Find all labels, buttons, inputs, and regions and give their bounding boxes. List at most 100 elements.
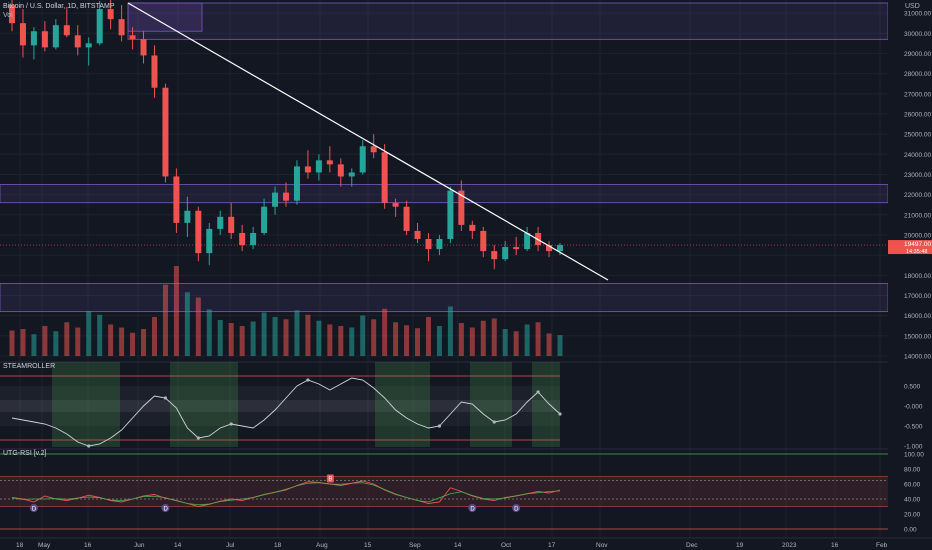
price-tick: 31000.00	[904, 11, 931, 18]
volume-bar	[469, 327, 475, 356]
volume-label: Vol	[3, 12, 13, 19]
steamroller-dot	[163, 396, 168, 400]
candle-body	[491, 251, 498, 260]
candle-body	[195, 210, 202, 254]
volume-bar	[327, 324, 333, 356]
time-label: 16	[831, 542, 839, 549]
steamroller-green-zone	[52, 362, 120, 447]
candle-body	[261, 206, 268, 233]
rsi-marker-label: D	[32, 507, 37, 513]
price-tick: 29000.00	[904, 51, 931, 58]
supply-zone-mid	[0, 184, 889, 204]
volume-bar	[305, 314, 311, 356]
steamroller-tick: -0.000	[904, 404, 923, 411]
grid-lines	[0, 0, 888, 538]
candle-body	[184, 210, 191, 223]
rsi-tick: 40.00	[904, 497, 921, 504]
demand-zone	[0, 282, 889, 313]
price-tick: 28000.00	[904, 71, 931, 78]
price-axis-bg	[888, 0, 932, 538]
countdown-value: 14:35:48	[906, 249, 927, 255]
steamroller-green-zone	[532, 362, 560, 447]
time-label: Dec	[686, 542, 698, 549]
candle-body	[370, 146, 377, 153]
rsi-tick: 0.00	[904, 527, 917, 534]
volume-bar	[53, 331, 59, 356]
volume-bar	[228, 323, 234, 356]
price-tick: 30000.00	[904, 31, 931, 38]
trendline	[127, 2, 609, 281]
volume-bar	[97, 314, 103, 356]
time-label: May	[38, 542, 51, 549]
candle-body	[359, 146, 366, 173]
steamroller-dot	[229, 422, 233, 426]
price-tick: 27000.00	[904, 91, 931, 98]
volume-bar	[250, 321, 256, 356]
steamroller-tick: -0.500	[904, 424, 923, 431]
steamroller-dot	[87, 444, 91, 448]
time-label: 17	[548, 542, 556, 549]
currency-label: USD	[905, 3, 920, 10]
steamroller-core-band	[0, 400, 560, 412]
volume-bar	[458, 323, 464, 356]
steamroller-green-zone	[375, 362, 430, 447]
candle-body	[140, 39, 147, 56]
price-tick: 17000.00	[904, 293, 931, 300]
rsi-band	[0, 476, 888, 507]
price-tick: 18000.00	[904, 273, 931, 280]
candle-body	[381, 152, 388, 203]
candle-body	[513, 247, 520, 250]
volume-bar	[217, 320, 223, 356]
volume-bar	[20, 329, 26, 356]
time-label: 16	[84, 542, 92, 549]
candle-body	[425, 239, 432, 250]
candle-body	[206, 228, 213, 254]
steamroller-green-zone	[470, 362, 512, 447]
volume-bar	[9, 330, 15, 356]
candles	[9, 0, 563, 270]
candle-body	[337, 164, 344, 177]
steamroller-dot	[558, 412, 562, 416]
volume-bar	[425, 317, 431, 356]
time-label: 2023	[782, 542, 797, 549]
volume-bar	[75, 327, 81, 356]
volume-bar	[261, 312, 267, 356]
candle-body	[239, 232, 246, 246]
steamroller-title: STEAMROLLER	[3, 363, 56, 370]
candle-body	[315, 160, 322, 173]
volume-bar	[491, 318, 497, 356]
time-label: Aug	[316, 542, 328, 549]
candle-body	[480, 230, 487, 252]
volume-bar	[316, 320, 322, 356]
volume-bar	[184, 292, 190, 356]
rsi-pane: D D D D B	[0, 448, 888, 530]
volume-bar	[404, 325, 410, 356]
volume-bar	[436, 326, 442, 356]
volume-bar	[130, 332, 136, 356]
rsi-marker	[512, 504, 521, 512]
price-tick: 21000.00	[904, 212, 931, 219]
volume-bar	[480, 320, 486, 356]
rsi-marker	[161, 504, 170, 512]
volume-bar	[64, 322, 70, 356]
rsi-tick: 100.00	[904, 452, 924, 459]
rsi-tick: 20.00	[904, 512, 921, 519]
candle-body	[228, 216, 235, 233]
volume-bar	[151, 317, 157, 356]
candle-body	[304, 166, 311, 173]
time-label: Jul	[226, 542, 235, 549]
time-axis: 18 May 16 Jun 14 Jul 18 Aug 15 Sep 14 Oct 17 Nov Dec 19…	[0, 537, 932, 549]
volume-bar	[283, 319, 289, 356]
candle-body	[41, 31, 48, 48]
supply-zone-origin	[127, 2, 203, 32]
symbol-title: Bitcoin / U.S. Dollar, 1D, BITSTAMP	[3, 3, 115, 10]
rsi-marker	[468, 504, 477, 512]
candle-body	[283, 192, 289, 201]
volume-bar	[206, 309, 212, 356]
volume-bar	[393, 322, 399, 356]
steamroller-band	[0, 386, 560, 426]
candle-body	[9, 5, 15, 24]
last-price-tag	[888, 240, 932, 255]
